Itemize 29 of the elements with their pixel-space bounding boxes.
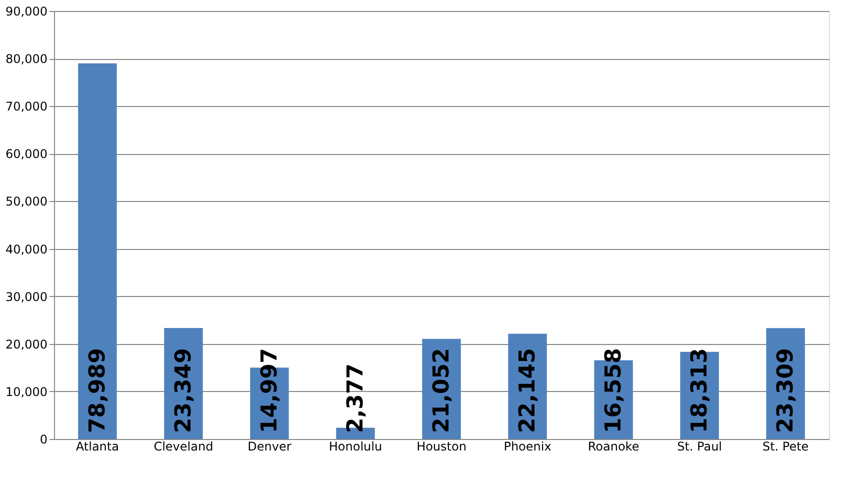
data-label: 21,052 — [430, 348, 454, 433]
data-label: 18,313 — [688, 348, 713, 433]
y-tick-label: 90,000 — [6, 4, 48, 18]
x-tick-label: Roanoke — [588, 440, 640, 454]
y-tick-label: 30,000 — [6, 290, 48, 304]
data-label: 16,558 — [602, 348, 627, 433]
y-tick-label: 20,000 — [6, 337, 48, 352]
data-label: 23,309 — [774, 348, 799, 433]
y-tick-label: 50,000 — [6, 194, 48, 209]
x-tick-label: St. Paul — [677, 440, 722, 454]
x-tick-label: Cleveland — [154, 440, 214, 454]
y-tick-label: 60,000 — [6, 147, 48, 162]
y-tick-label: 10,000 — [6, 384, 48, 399]
data-label: 78,989 — [85, 348, 110, 433]
data-label: 14,997 — [257, 348, 282, 433]
data-label: 2,377 — [343, 363, 368, 433]
y-tick-label: 80,000 — [6, 52, 48, 66]
x-tick-label: Phoenix — [504, 440, 552, 454]
x-tick-label: Honolulu — [328, 440, 382, 454]
data-label: 23,349 — [171, 348, 196, 433]
x-tick-label: St. Pete — [762, 440, 809, 454]
bar — [78, 63, 117, 439]
y-tick-label: 0 — [40, 432, 48, 446]
x-tick-label: Denver — [248, 440, 292, 454]
x-tick-label: Atlanta — [76, 440, 119, 454]
x-tick-label: Houston — [416, 440, 466, 454]
y-tick-label: 40,000 — [6, 242, 48, 256]
y-tick-label: 70,000 — [6, 100, 48, 114]
data-label: 22,145 — [516, 348, 541, 433]
